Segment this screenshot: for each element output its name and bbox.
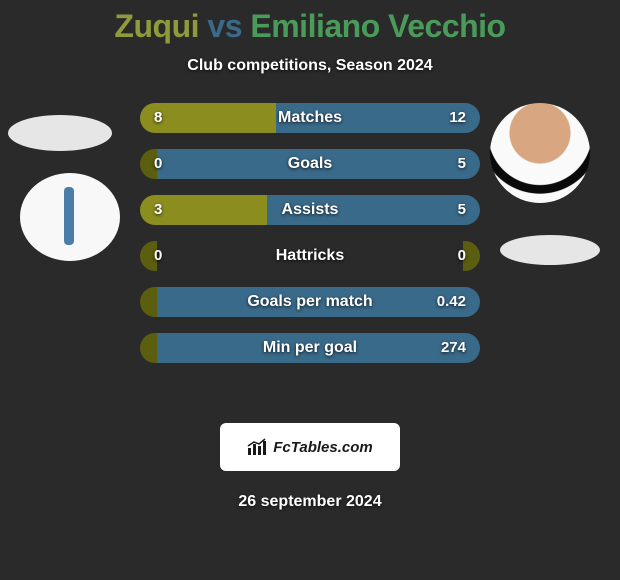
player1-name: Zuqui [114, 8, 199, 44]
player1-club-badge [20, 173, 120, 261]
comparison-content: 812Matches 05Goals 35Assists 00Hattricks 0.4… [0, 103, 620, 403]
stat-row: 812Matches [140, 103, 480, 133]
bar-label: Goals per match [140, 287, 480, 317]
bar-label: Hattricks [140, 241, 480, 271]
stat-row: 35Assists [140, 195, 480, 225]
page-title: Zuqui vs Emiliano Vecchio [0, 8, 620, 45]
stat-row: 00Hattricks [140, 241, 480, 271]
bar-label: Assists [140, 195, 480, 225]
chart-icon [247, 438, 269, 456]
stat-bars: 812Matches 05Goals 35Assists 00Hattricks 0.4… [140, 103, 480, 379]
player2-avatar [490, 103, 590, 203]
subtitle: Club competitions, Season 2024 [0, 57, 620, 75]
source-text: FcTables.com [273, 439, 372, 456]
vs-label: vs [207, 8, 242, 44]
source-badge[interactable]: FcTables.com [220, 423, 400, 471]
stat-row: 05Goals [140, 149, 480, 179]
stat-row: 0.42Goals per match [140, 287, 480, 317]
player2-club-badge [500, 235, 600, 265]
player1-avatar [8, 115, 112, 151]
bar-label: Goals [140, 149, 480, 179]
bar-label: Min per goal [140, 333, 480, 363]
stat-row: 274Min per goal [140, 333, 480, 363]
comparison-card: Zuqui vs Emiliano Vecchio Club competiti… [0, 0, 620, 511]
date-label: 26 september 2024 [0, 493, 620, 511]
player2-name: Emiliano Vecchio [250, 8, 505, 44]
bar-label: Matches [140, 103, 480, 133]
